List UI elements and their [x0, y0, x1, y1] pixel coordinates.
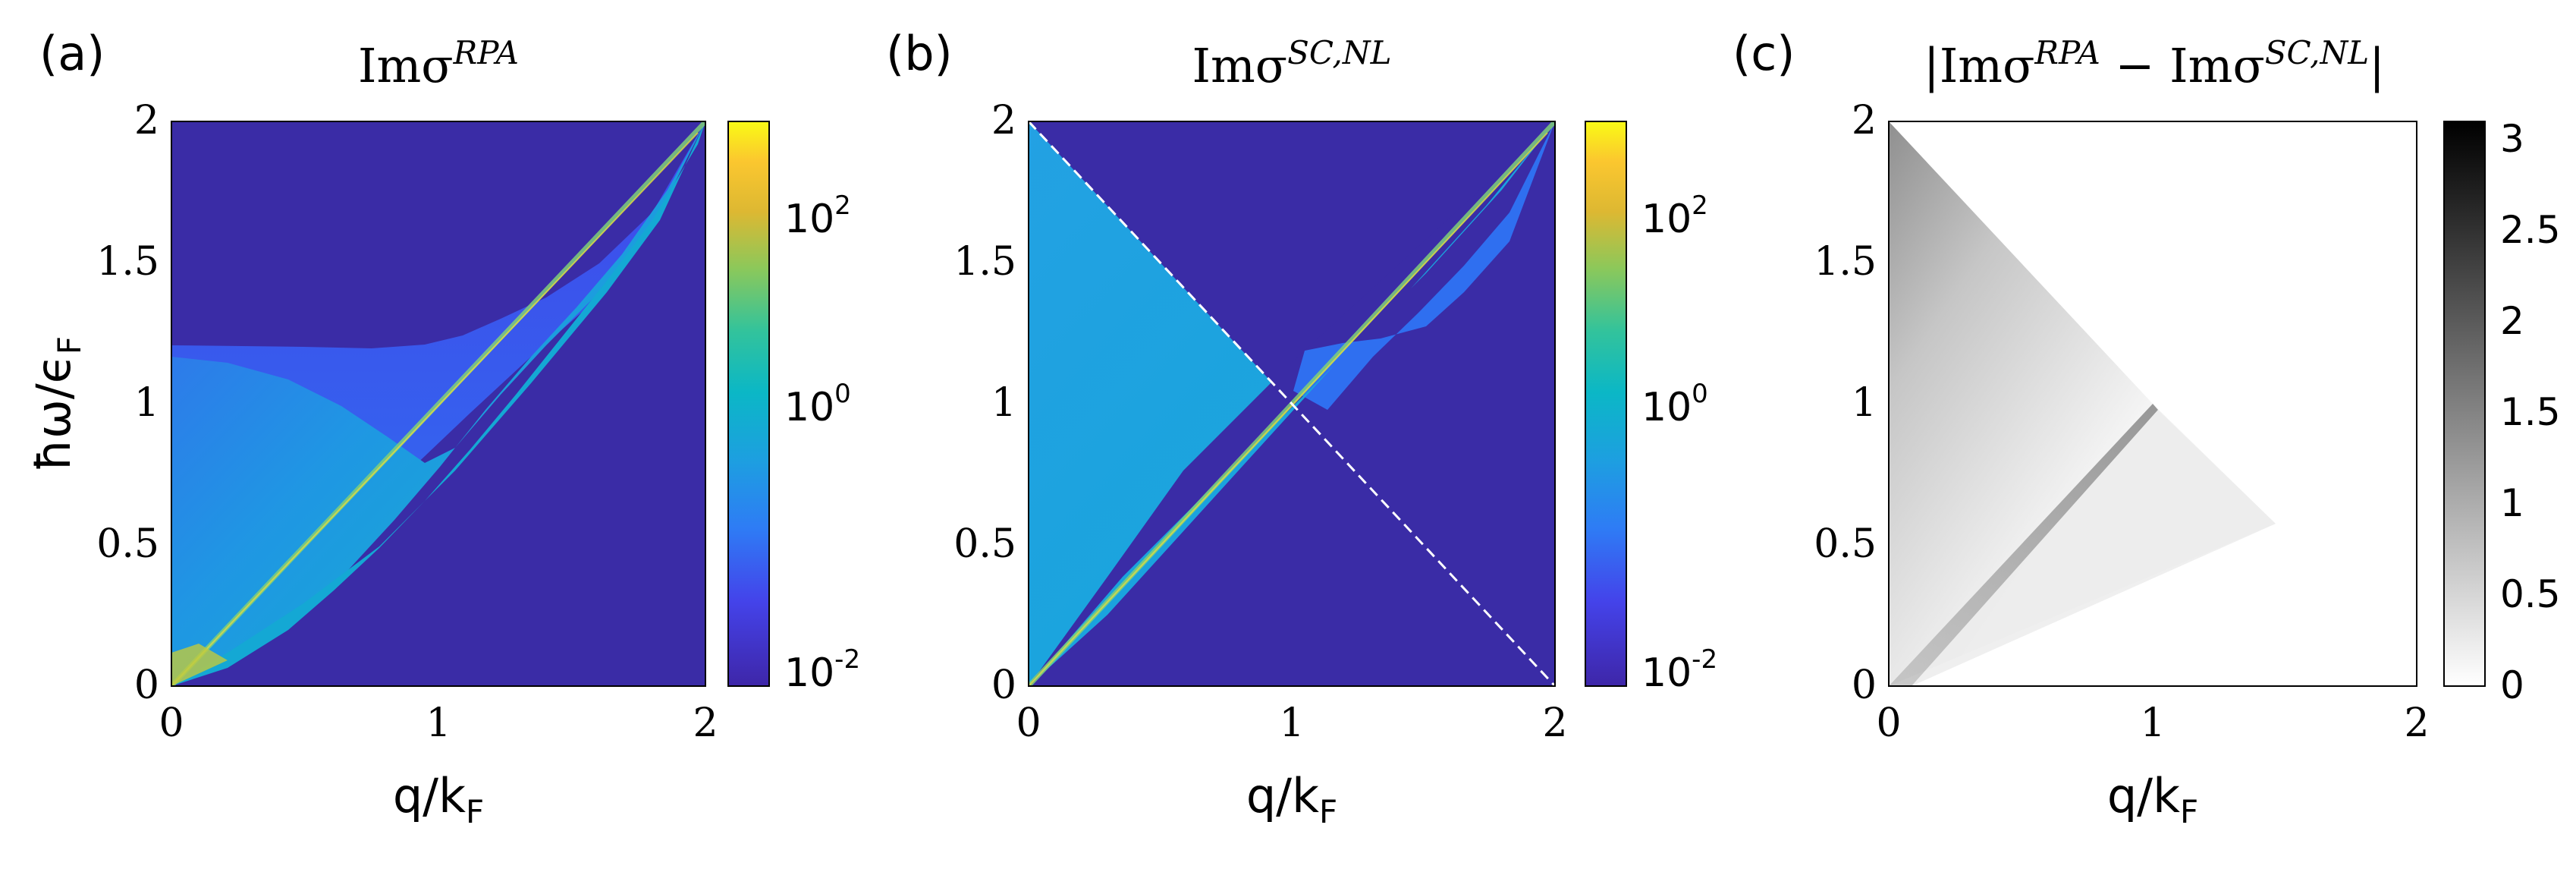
panel-a: (a) ImσRPA 0 0.5 1 1.5 2 0 1 2 q/kF ħω/ϵ…: [26, 26, 860, 830]
title-sup: SC,NL: [1287, 34, 1391, 71]
heatmap-lower-fade: [1912, 410, 2276, 686]
title-term-b: Imσ: [2169, 38, 2265, 93]
panel-tag: (c): [1733, 26, 1795, 81]
x-axis-label-sub: F: [1319, 793, 1337, 830]
x-tick-label: 0: [1016, 701, 1041, 746]
panel-c: (c) |ImσRPA − ImσSC,NL| 0 0.5 1 1.5 2 0 …: [1733, 26, 2561, 830]
title-abs-right: |: [2369, 38, 2385, 93]
y-tick-label: 2: [134, 98, 159, 143]
x-axis-label-main: q/k: [2107, 768, 2180, 823]
y-axis-label-sub: F: [51, 336, 88, 354]
y-tick-label: 2: [1852, 98, 1877, 143]
panel-tag: (b): [886, 26, 953, 81]
y-tick-label: 2: [991, 98, 1016, 143]
heatmap-ridge: [1889, 404, 2158, 686]
plot-frame: [1028, 121, 1556, 687]
colorbar-gradient: [1585, 121, 1627, 687]
x-tick-label: 1: [2140, 701, 2165, 746]
title-term-a-sup: RPA: [2034, 34, 2100, 71]
x-axis-label: q/kF: [2107, 768, 2198, 830]
y-tick-label: 0: [991, 663, 1016, 708]
heatmap-edge-line-inner: [1029, 132, 1548, 686]
plot-area: [1029, 121, 1555, 686]
colorbar-tick-label: 10-2: [1641, 644, 1717, 696]
colorbar-tick-label: 2.5: [2500, 208, 2561, 252]
y-tick-label: 1.5: [953, 239, 1016, 285]
x-axis-label: q/kF: [393, 768, 484, 830]
colorbar-tick-label: 3: [2500, 117, 2524, 161]
x-axis-label-sub: F: [2180, 793, 2198, 830]
colorbar-gradient: [727, 121, 770, 687]
x-tick-label: 2: [2404, 701, 2429, 746]
title-term-a: Imσ: [1940, 38, 2035, 93]
y-tick-label: 1: [1852, 380, 1877, 426]
x-axis-label: q/kF: [1246, 768, 1337, 830]
plot-area: [171, 121, 705, 686]
x-axis: 0 1 2: [159, 701, 718, 746]
x-tick-label: 1: [1279, 701, 1304, 746]
title-abs-left: |: [1924, 38, 1940, 93]
heatmap-edge-line-inner: [171, 132, 699, 686]
y-axis-label: ħω/ϵF: [26, 336, 88, 471]
plot-frame: [1888, 121, 2417, 687]
colorbar-tick-label: 1: [2500, 481, 2524, 525]
y-tick-label: 1: [991, 380, 1016, 426]
plot-frame: [171, 121, 706, 687]
panel-b: (b) ImσSC,NL 0 0.5 1 1.5 2 0 1 2 q/kF: [886, 26, 1717, 830]
colorbar-gradient: [2443, 121, 2486, 687]
colorbar: 10-2 100 102: [727, 121, 860, 696]
colorbar-tick-label: 0: [2500, 663, 2524, 707]
x-tick-label: 1: [426, 701, 451, 746]
y-axis: 0 0.5 1 1.5 2: [953, 98, 1016, 708]
colorbar-tick-label: 100: [1641, 379, 1708, 430]
colorbar-tick-label: 2: [2500, 299, 2524, 343]
colorbar-tick-label: 102: [784, 190, 851, 242]
y-tick-label: 1.5: [1814, 239, 1877, 285]
plot-area: [1889, 121, 2417, 686]
y-axis-label-main: ħω/ϵ: [26, 354, 81, 471]
panel-title: ImσSC,NL: [1192, 34, 1391, 93]
panel-title: ImσRPA: [358, 34, 519, 93]
y-tick-label: 0: [1852, 663, 1877, 708]
title-base: Imσ: [358, 38, 454, 93]
colorbar-tick-label: 0.5: [2500, 572, 2561, 616]
y-tick-label: 1: [134, 380, 159, 426]
y-tick-label: 0.5: [953, 521, 1016, 567]
x-axis: 0 1 2: [1016, 701, 1567, 746]
title-sup: RPA: [453, 34, 519, 71]
panel-tag: (a): [39, 26, 105, 81]
dashed-reference-line: [1029, 121, 1555, 686]
panel-title: |ImσRPA − ImσSC,NL|: [1924, 34, 2385, 93]
y-tick-label: 0.5: [1814, 521, 1877, 567]
colorbar: 10-2 100 102: [1585, 121, 1717, 696]
title-base: Imσ: [1192, 38, 1287, 93]
y-tick-label: 0: [134, 663, 159, 708]
x-tick-label: 0: [159, 701, 184, 746]
x-tick-label: 2: [1542, 701, 1567, 746]
colorbar: 0 0.5 1 1.5 2 2.5 3: [2443, 117, 2561, 707]
y-axis: 0 0.5 1 1.5 2: [1814, 98, 1877, 708]
title-term-b-sup: SC,NL: [2265, 34, 2369, 71]
x-axis-label-main: q/k: [393, 768, 466, 823]
y-tick-label: 1.5: [96, 239, 159, 285]
colorbar-tick-label: 102: [1641, 190, 1708, 242]
title-minus: −: [2100, 38, 2169, 93]
x-tick-label: 2: [693, 701, 718, 746]
colorbar-tick-label: 10-2: [784, 644, 860, 696]
x-tick-label: 0: [1876, 701, 1901, 746]
x-axis-label-sub: F: [466, 793, 484, 830]
colorbar-tick-label: 1.5: [2500, 390, 2561, 434]
y-tick-label: 0.5: [96, 521, 159, 567]
x-axis: 0 1 2: [1876, 701, 2429, 746]
x-axis-label-main: q/k: [1246, 768, 1319, 823]
y-axis: 0 0.5 1 1.5 2: [96, 98, 159, 708]
heatmap-origin-hotspot: [171, 644, 228, 686]
colorbar-tick-label: 100: [784, 379, 851, 430]
